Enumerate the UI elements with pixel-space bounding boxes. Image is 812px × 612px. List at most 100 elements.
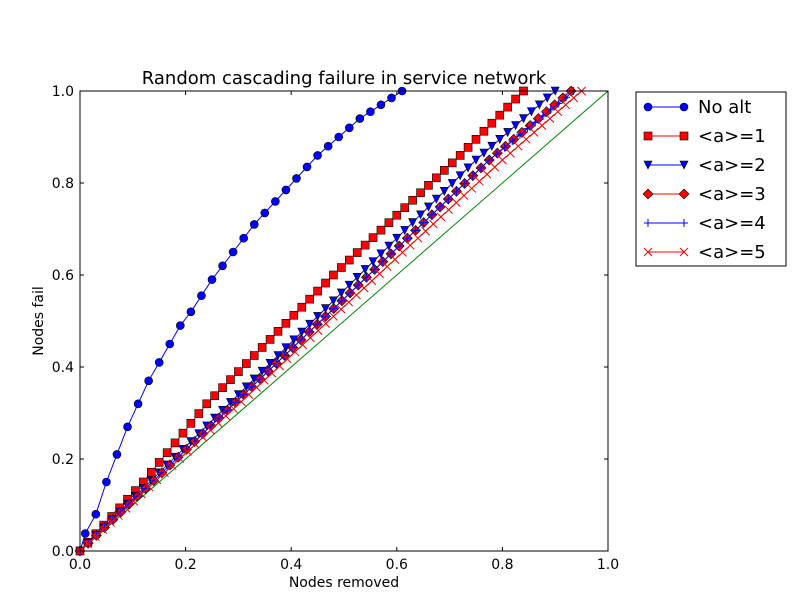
series-5-point — [513, 141, 523, 151]
series-4-point-shape — [485, 156, 494, 164]
series-2-point — [368, 257, 378, 267]
series-5-point — [421, 226, 430, 236]
series-4-point-shape — [329, 304, 338, 313]
series-1-point-shape — [408, 195, 417, 205]
series-2-point-shape — [471, 155, 481, 165]
series-1-point — [400, 203, 410, 213]
series-5-point-shape — [244, 390, 254, 399]
series-0-point-shape — [344, 123, 354, 133]
series-5-point-shape — [405, 240, 415, 250]
series-0-point-shape — [228, 247, 238, 257]
series-4-point — [329, 304, 338, 313]
series-5-point — [467, 184, 477, 193]
series-1-point — [440, 166, 449, 175]
series-5-point — [167, 461, 177, 471]
series-5-point — [313, 326, 323, 335]
series-1-point-shape — [281, 318, 291, 328]
legend-label: <a>=5 — [698, 242, 766, 263]
series-4-point — [419, 218, 428, 227]
legend-marker-end — [679, 160, 689, 170]
series-2-point — [495, 135, 505, 144]
legend-entry-4: <a>=4 — [644, 213, 766, 234]
series-2-point — [463, 163, 473, 173]
axis-ticks: 0.00.0 0.2 0.2 0.4 0.4 0.6 0.6 0.8 0.8 1.0 1.0 — [52, 84, 619, 573]
series-4-point — [280, 351, 289, 360]
series-1-point-shape — [218, 383, 227, 393]
series-5-point — [190, 440, 200, 449]
series-4-point — [444, 195, 453, 204]
series-5-point — [283, 354, 292, 364]
series-0-point — [260, 208, 270, 218]
series-4-point — [468, 171, 477, 180]
series-0-point-shape — [102, 477, 111, 487]
series-5-point — [490, 162, 500, 172]
legend-label: No alt — [698, 97, 751, 118]
series-5-point-shape — [529, 128, 539, 137]
series-5-point — [152, 475, 162, 485]
series-4-point — [362, 273, 371, 282]
series-2-point — [384, 241, 394, 251]
series-0-point-shape — [302, 162, 312, 172]
series-5-point — [521, 134, 531, 144]
series-2-point — [511, 121, 521, 131]
series-1-point — [242, 359, 251, 368]
series-4-point-shape — [247, 382, 256, 391]
series-1-point — [368, 233, 378, 242]
chart-title: Random cascading failure in service netw… — [142, 68, 547, 89]
series-1-point-shape — [471, 135, 481, 144]
series-5-point — [428, 219, 438, 229]
series-5-point-shape — [114, 511, 123, 520]
series-1-point — [455, 151, 465, 160]
series-4-point-shape — [492, 149, 501, 158]
series-5-point-shape — [160, 468, 169, 478]
series-2-point — [447, 179, 457, 189]
series-2-point-shape — [328, 296, 338, 306]
series-0-point-shape — [376, 100, 386, 110]
series-0-point — [218, 261, 227, 271]
series-5-point-shape — [152, 475, 162, 485]
series-5-point — [183, 447, 192, 456]
y-tick-label: 1.0 — [52, 84, 74, 100]
series-1-point-shape — [511, 94, 520, 104]
series-0-point — [344, 123, 354, 133]
series-1-point-shape — [424, 181, 433, 190]
series-2-point-shape — [384, 241, 394, 251]
series-5-point — [252, 383, 261, 392]
series-5-point — [537, 121, 547, 130]
series-5-point-shape — [298, 340, 308, 350]
series-2-point — [471, 155, 481, 165]
series-4-point-shape — [546, 105, 555, 114]
legend-marker-end-shape — [680, 219, 688, 227]
series-2-point — [352, 272, 362, 282]
series-0-line — [79, 90, 403, 552]
series-5-point — [206, 425, 215, 435]
series-5-point — [329, 312, 338, 321]
series-2-point-shape — [463, 163, 473, 173]
series-2-point-shape — [423, 202, 433, 212]
series-1-point-shape — [495, 110, 505, 120]
series-2-point-shape — [313, 312, 323, 322]
series-4-point — [337, 296, 346, 305]
series-5-point — [267, 368, 277, 378]
series-2-point-shape — [495, 135, 505, 144]
series-4-point-shape — [362, 273, 371, 282]
series-0-point — [91, 509, 101, 519]
series-5-point — [121, 503, 131, 513]
series-5-point-shape — [183, 447, 192, 456]
x-axis-label: Nodes removed — [289, 575, 399, 591]
series-0-point-shape — [366, 107, 375, 116]
series-0-point-shape — [80, 529, 90, 538]
series-1-point-shape — [297, 302, 307, 312]
series-4-point-shape — [460, 179, 469, 188]
x-tick-label: 0.6 — [386, 557, 408, 573]
series-1-point-shape — [202, 399, 212, 409]
series-2-point-shape — [392, 233, 402, 243]
series-5-point-shape — [344, 297, 354, 307]
series-4-point-shape — [108, 515, 117, 524]
series-2-point — [416, 210, 426, 220]
series-0-point-shape — [176, 321, 185, 330]
series-2-point — [487, 141, 497, 151]
series-4-point — [562, 93, 570, 102]
legend-marker-start — [643, 102, 653, 112]
series-0-point-shape — [91, 509, 101, 519]
